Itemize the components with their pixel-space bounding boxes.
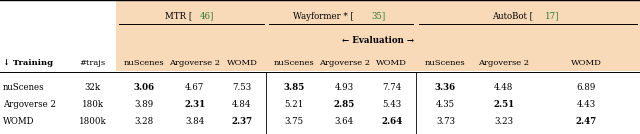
- Text: 2.47: 2.47: [575, 117, 597, 126]
- Text: nuScenes: nuScenes: [273, 59, 314, 67]
- Text: 5.43: 5.43: [382, 100, 401, 109]
- Text: 2.85: 2.85: [333, 100, 355, 109]
- Text: WOMD: WOMD: [227, 59, 257, 67]
- Text: 4.43: 4.43: [577, 100, 596, 109]
- Text: 3.75: 3.75: [284, 117, 303, 126]
- Text: 46]: 46]: [200, 12, 214, 21]
- Text: 7.53: 7.53: [232, 83, 252, 92]
- Text: AutoBot [: AutoBot [: [492, 12, 533, 21]
- Text: WOMD: WOMD: [571, 59, 602, 67]
- Text: 2.51: 2.51: [493, 100, 515, 109]
- Text: nuScenes: nuScenes: [124, 59, 164, 67]
- Text: ← Evaluation →: ← Evaluation →: [342, 36, 414, 45]
- Text: 4.93: 4.93: [335, 83, 354, 92]
- Text: 3.73: 3.73: [436, 117, 455, 126]
- Text: 3.89: 3.89: [134, 100, 154, 109]
- Text: 4.67: 4.67: [185, 83, 204, 92]
- Text: 17]: 17]: [545, 12, 559, 21]
- Text: Argoverse 2: Argoverse 2: [478, 59, 529, 67]
- Text: 2.31: 2.31: [184, 100, 205, 109]
- Text: 3.84: 3.84: [185, 117, 204, 126]
- Text: 4.48: 4.48: [494, 83, 513, 92]
- Text: 7.74: 7.74: [382, 83, 401, 92]
- Text: 2.37: 2.37: [231, 117, 253, 126]
- Bar: [116, 0, 640, 71]
- Text: 6.89: 6.89: [577, 83, 596, 92]
- Text: 3.36: 3.36: [435, 83, 456, 92]
- Text: nuScenes: nuScenes: [3, 83, 45, 92]
- Text: 3.28: 3.28: [134, 117, 154, 126]
- Text: Argoverse 2: Argoverse 2: [3, 100, 56, 109]
- Text: 1800k: 1800k: [79, 117, 107, 126]
- Text: 2.64: 2.64: [381, 117, 403, 126]
- Text: Argoverse 2: Argoverse 2: [319, 59, 370, 67]
- Text: 35]: 35]: [371, 12, 385, 21]
- Text: 4.84: 4.84: [232, 100, 252, 109]
- Text: 3.64: 3.64: [335, 117, 354, 126]
- Text: nuScenes: nuScenes: [425, 59, 466, 67]
- Text: #trajs: #trajs: [80, 59, 106, 67]
- Text: 5.21: 5.21: [284, 100, 303, 109]
- Text: WOMD: WOMD: [3, 117, 35, 126]
- Text: WOMD: WOMD: [376, 59, 407, 67]
- Text: ↓ Training: ↓ Training: [3, 59, 53, 67]
- Text: 4.35: 4.35: [436, 100, 455, 109]
- Text: 180k: 180k: [82, 100, 104, 109]
- Text: 3.06: 3.06: [133, 83, 155, 92]
- Text: 3.23: 3.23: [494, 117, 513, 126]
- Text: Argoverse 2: Argoverse 2: [169, 59, 220, 67]
- Text: 32k: 32k: [84, 83, 101, 92]
- Text: MTR [: MTR [: [164, 12, 192, 21]
- Text: Wayformer * [: Wayformer * [: [292, 12, 353, 21]
- Text: 3.85: 3.85: [283, 83, 305, 92]
